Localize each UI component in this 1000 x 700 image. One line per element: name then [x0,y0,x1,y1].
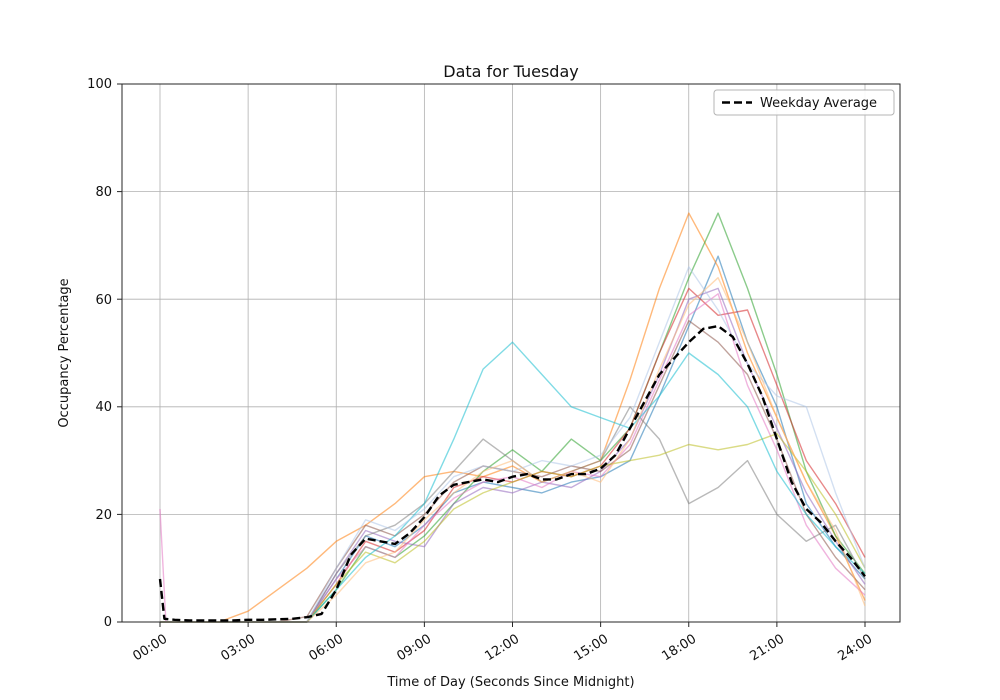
weekday-average-line [158,324,866,622]
y-tick-label-80: 80 [95,185,112,200]
x-tick-label-2400: 24:00 [835,632,875,665]
legend-label: Weekday Average [760,96,877,111]
x-tick-label-0000: 00:00 [130,632,170,665]
y-tick-label-0: 0 [104,615,112,630]
legend-frame [713,89,895,116]
plot-area-border [121,83,901,623]
x-tick-label-0300: 03:00 [218,632,258,665]
y-tick-label-100: 100 [87,77,112,92]
legend: Weekday Average [713,89,895,116]
axis-ticks [117,83,866,627]
day-series-line-2 [160,212,866,623]
x-tick-label-1800: 18:00 [659,632,699,665]
y-tick-label-40: 40 [95,400,112,415]
chart-title: Data for Tuesday [443,62,578,81]
x-tick-label-0900: 09:00 [394,632,434,665]
x-tick-label-0600: 06:00 [306,632,346,665]
x-tick-label-1500: 15:00 [571,632,611,665]
y-tick-label-20: 20 [95,508,112,523]
x-tick-label-1200: 12:00 [482,632,522,665]
x-axis-label: Time of Day (Seconds Since Midnight) [386,675,634,690]
x-tick-label-2100: 21:00 [747,632,787,665]
grid-lines [122,83,900,623]
y-axis-label: Occupancy Percentage [57,278,72,427]
y-tick-label-60: 60 [95,293,112,308]
